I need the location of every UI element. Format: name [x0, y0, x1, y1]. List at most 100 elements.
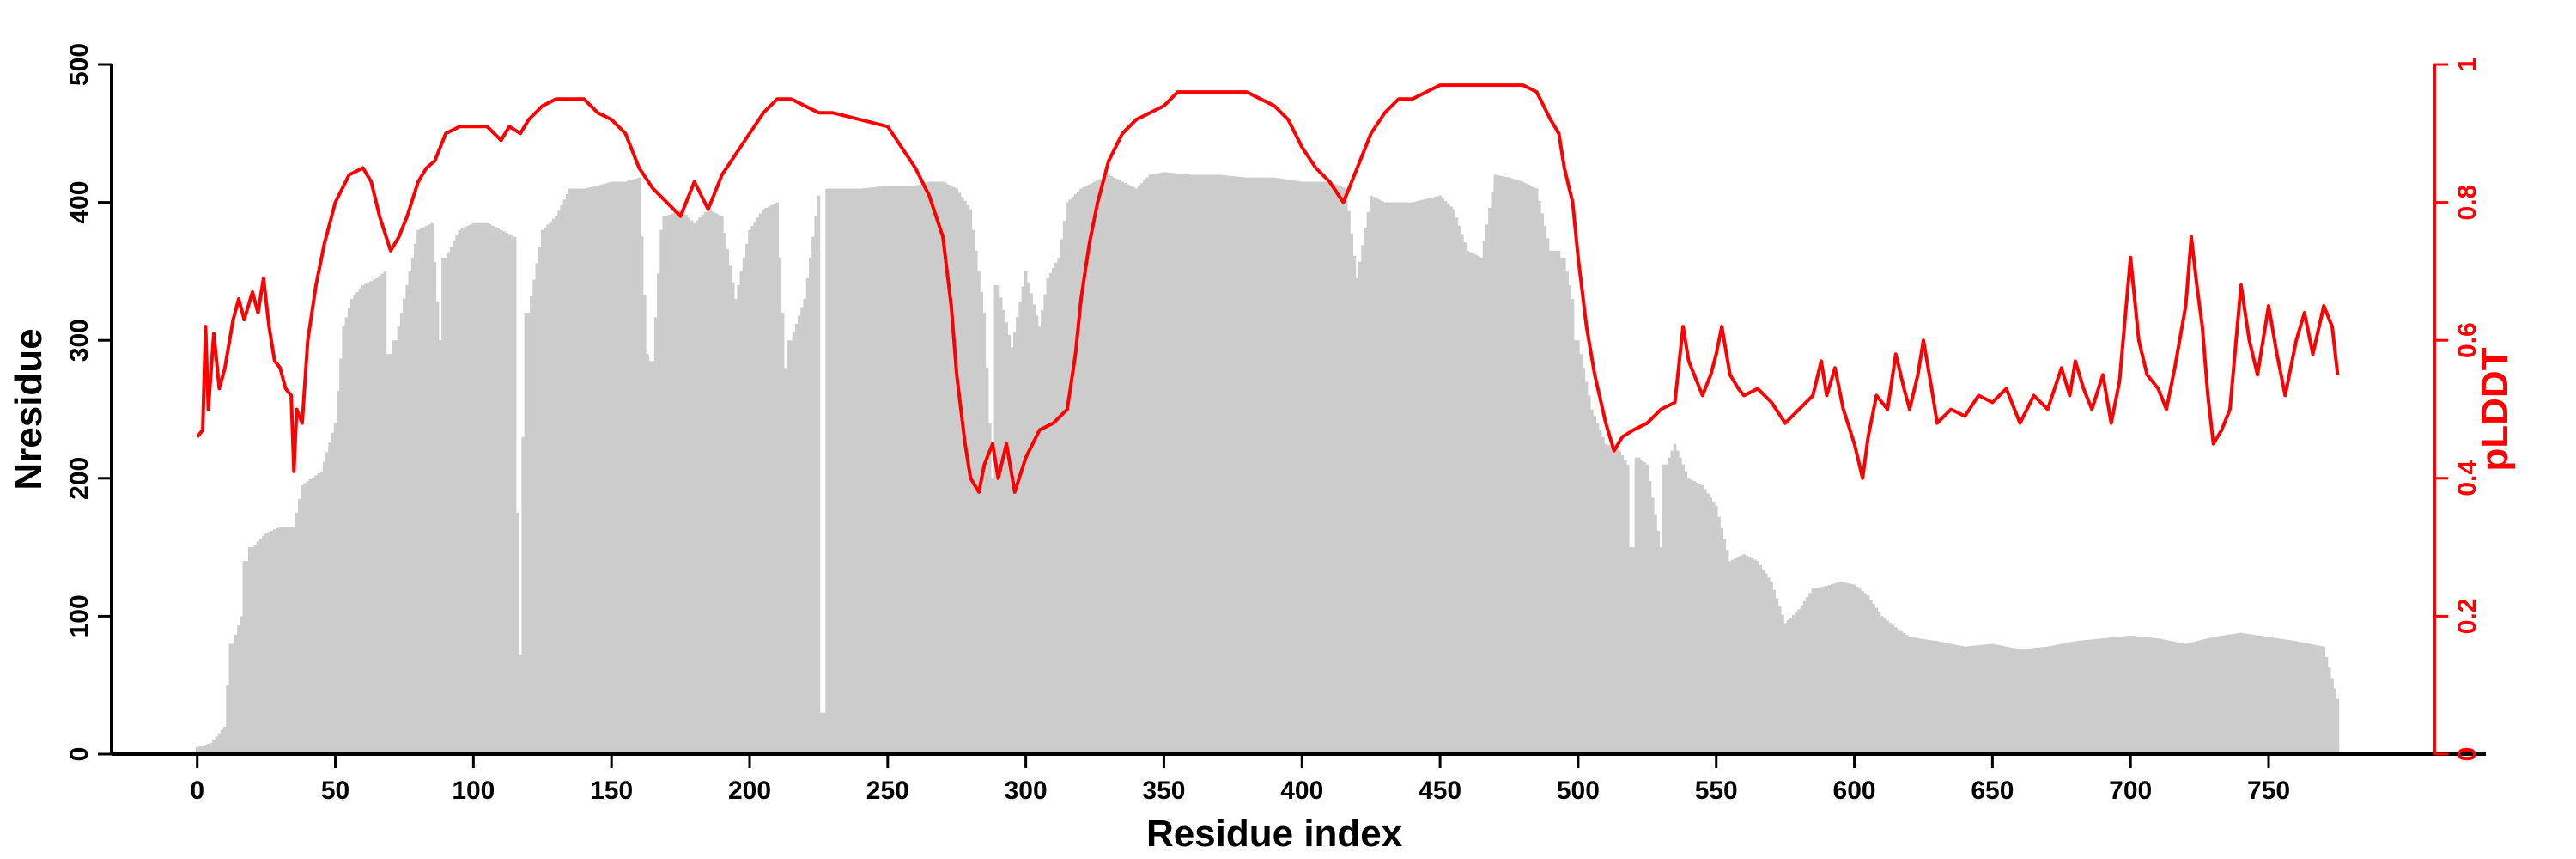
nresidue-bar	[720, 216, 724, 754]
nresidue-bar	[2007, 647, 2011, 754]
nresidue-bar	[1665, 464, 1668, 754]
nresidue-bar	[836, 188, 840, 755]
nresidue-bar	[1836, 582, 1840, 754]
nresidue-bar	[629, 180, 633, 754]
nresidue-bar	[386, 354, 390, 754]
nresidue-bar	[1814, 588, 1818, 754]
nresidue-bar	[637, 177, 641, 754]
nresidue-bar	[1076, 191, 1080, 754]
nresidue-bar	[314, 475, 318, 754]
x-tick-label: 500	[1557, 777, 1600, 805]
nresidue-bar	[977, 271, 981, 754]
nresidue-bar	[889, 186, 892, 754]
nresidue-bar	[1916, 637, 1920, 754]
nresidue-bar	[2159, 638, 2163, 754]
nresidue-bar	[1852, 584, 1856, 754]
nresidue-bar	[1341, 187, 1346, 754]
nresidue-bar	[607, 182, 611, 755]
nresidue-bar	[908, 186, 912, 754]
nresidue-bar	[549, 222, 553, 755]
nresidue-bar	[1866, 595, 1870, 754]
nresidue-bar	[1253, 177, 1257, 754]
nresidue-bar	[1587, 395, 1591, 754]
nresidue-bar	[1811, 588, 1815, 754]
nresidue-bar	[2176, 642, 2179, 754]
nresidue-bar	[1178, 174, 1182, 754]
nresidue-bar	[1922, 638, 1925, 754]
nresidue-bar	[1822, 586, 1826, 754]
nresidue-bar	[2324, 656, 2329, 754]
nresidue-bar	[1800, 605, 1804, 754]
nresidue-bar	[1802, 600, 1807, 754]
nresidue-bar	[1739, 555, 1743, 754]
nresidue-bar	[1645, 464, 1649, 754]
nresidue-bar	[1756, 561, 1759, 754]
nresidue-bar	[2049, 646, 2052, 754]
nresidue-bar	[262, 536, 265, 754]
nresidue-bar	[1764, 573, 1768, 754]
nresidue-bar	[1400, 202, 1403, 755]
nresidue-bar	[1750, 557, 1754, 754]
nresidue-bar	[535, 263, 539, 754]
nresidue-bar	[380, 273, 385, 755]
nresidue-bar	[2093, 639, 2097, 754]
nresidue-bar	[2245, 633, 2249, 754]
nresidue-bar	[270, 530, 274, 754]
nresidue-bar	[993, 284, 998, 755]
nresidue-bar	[1123, 183, 1127, 754]
nresidue-bar	[1284, 179, 1287, 754]
nresidue-bar	[1289, 180, 1293, 754]
nresidue-bar	[1466, 250, 1470, 754]
nresidue-bar	[1273, 177, 1276, 754]
nresidue-bar	[2225, 635, 2229, 754]
nresidue-bar	[292, 527, 296, 754]
nresidue-bar	[690, 220, 694, 755]
nresidue-bar	[808, 257, 812, 755]
nresidue-bar	[1087, 184, 1091, 755]
nresidue-bar	[1242, 177, 1246, 754]
nresidue-bar	[1913, 637, 1917, 754]
nresidue-bar	[1761, 569, 1765, 754]
nresidue-bar	[297, 498, 301, 754]
nresidue-bar	[960, 197, 964, 754]
nresidue-bar	[773, 204, 776, 754]
nresidue-bar	[1692, 481, 1696, 754]
nresidue-bar	[2090, 639, 2093, 754]
nresidue-bar	[1612, 448, 1616, 754]
nresidue-bar	[955, 188, 959, 755]
nresidue-bar	[1634, 457, 1638, 754]
nresidue-bar	[1261, 177, 1266, 754]
nresidue-bar	[1709, 497, 1713, 754]
nresidue-bar	[1974, 645, 1978, 754]
nresidue-bar	[1121, 181, 1125, 754]
y-left-tick-label: 0	[65, 747, 94, 762]
nresidue-bar	[372, 279, 376, 754]
nresidue-bar	[925, 182, 928, 755]
nresidue-bar	[1407, 202, 1412, 755]
nresidue-bar	[2253, 635, 2257, 754]
nresidue-bar	[1557, 250, 1561, 754]
nresidue-bar	[2308, 643, 2312, 754]
nresidue-bar	[1999, 645, 2002, 754]
nresidue-bar	[2195, 641, 2199, 754]
nresidue-bar	[2145, 637, 2149, 754]
nresidue-bar	[1397, 202, 1400, 755]
nresidue-bar	[1960, 646, 1964, 754]
nresidue-bar	[1593, 416, 1597, 754]
nresidue-bar	[311, 477, 315, 754]
x-tick-label: 150	[590, 777, 633, 805]
nresidue-bar	[1214, 174, 1218, 755]
nresidue-bar	[1847, 583, 1850, 754]
nresidue-bar	[394, 340, 398, 754]
nresidue-bar	[1540, 213, 1544, 754]
nresidue-bar	[2126, 636, 2129, 754]
nresidue-bar	[2029, 648, 2033, 754]
nresidue-bar	[560, 204, 564, 754]
nresidue-bar	[1157, 173, 1160, 755]
nresidue-bar	[866, 187, 871, 754]
nresidue-bar	[739, 271, 744, 754]
nresidue-bar	[1477, 256, 1480, 755]
nresidue-bar	[587, 187, 592, 754]
nresidue-bar	[1927, 639, 1931, 754]
nresidue-bar	[2170, 641, 2174, 754]
